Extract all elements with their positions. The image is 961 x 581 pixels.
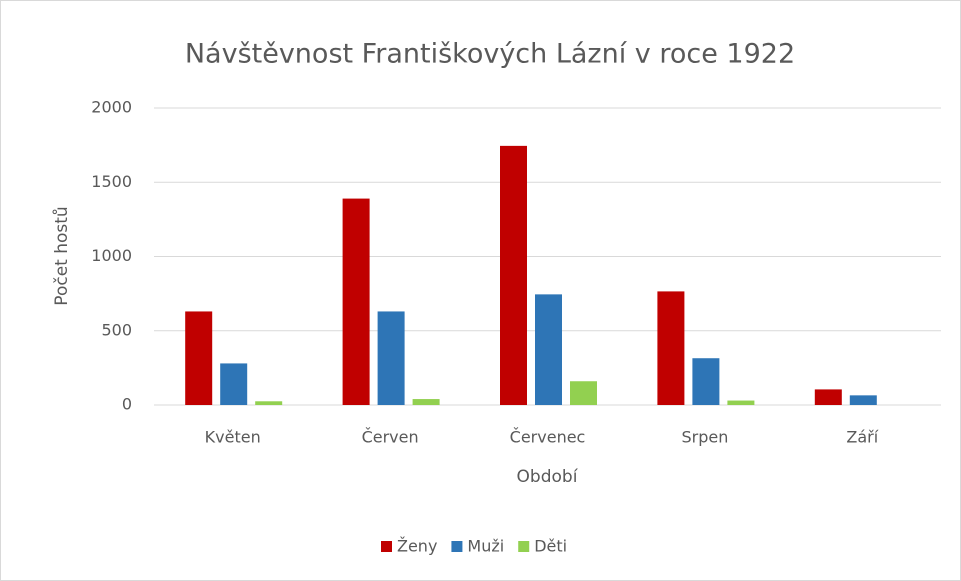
y-tick-label: 1000 <box>91 246 132 265</box>
legend-swatch <box>518 541 530 552</box>
bar <box>500 145 527 405</box>
bar <box>570 381 597 405</box>
x-tick-label: Červenec <box>510 428 586 447</box>
bar <box>220 363 248 405</box>
bar <box>255 401 283 405</box>
bar <box>814 389 842 405</box>
bar <box>692 358 720 405</box>
legend-swatch <box>381 541 392 552</box>
bar <box>535 294 562 405</box>
x-axis-label: Období <box>517 467 579 487</box>
y-tick-label: 0 <box>122 395 132 414</box>
bar <box>849 395 877 405</box>
y-tick-label: 2000 <box>91 98 132 117</box>
legend-label: Muži <box>467 537 504 556</box>
x-tick-label: Září <box>846 428 878 447</box>
bar <box>727 400 755 405</box>
bar <box>657 291 685 405</box>
chart-title: Návštěvnost Františkových Lázní v roce 1… <box>185 39 795 70</box>
legend-swatch <box>451 541 463 552</box>
bar <box>412 399 440 405</box>
bar <box>342 198 370 405</box>
legend-label: Děti <box>534 537 567 556</box>
x-tick-label: Srpen <box>681 428 728 447</box>
legend-label: Ženy <box>397 537 437 556</box>
y-axis-label: Počet hostů <box>52 206 72 305</box>
bar <box>185 311 213 405</box>
x-tick-label: Květen <box>205 428 261 447</box>
x-tick-label: Červen <box>362 428 419 447</box>
y-tick-label: 1500 <box>91 172 132 191</box>
bar <box>377 311 405 405</box>
y-tick-label: 500 <box>101 320 132 339</box>
